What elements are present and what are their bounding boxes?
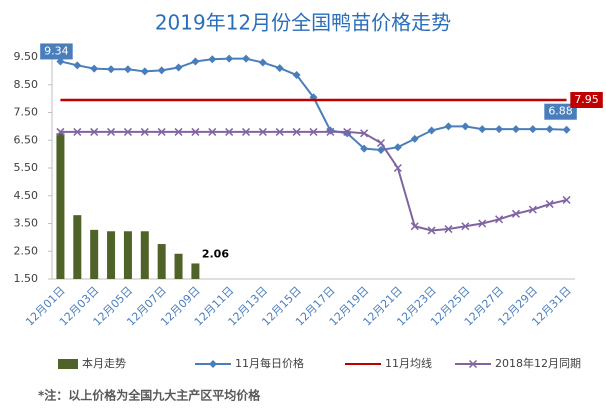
marker bbox=[478, 219, 487, 228]
bar bbox=[90, 229, 99, 279]
legend-label: 本月走势 bbox=[82, 356, 126, 370]
marker bbox=[545, 200, 554, 209]
marker bbox=[241, 127, 251, 136]
marker bbox=[528, 125, 537, 134]
legend-swatch bbox=[58, 359, 78, 369]
marker bbox=[444, 225, 453, 234]
y-tick-label: 8.50 bbox=[14, 78, 39, 91]
marker bbox=[275, 64, 284, 73]
marker bbox=[326, 126, 335, 135]
marker bbox=[225, 127, 234, 136]
marker bbox=[208, 127, 217, 136]
marker bbox=[90, 64, 99, 73]
line bbox=[60, 130, 567, 232]
marker bbox=[292, 127, 301, 136]
marker bbox=[410, 134, 419, 143]
y-tick-label: 3.50 bbox=[14, 217, 39, 230]
marker bbox=[191, 127, 200, 136]
marker bbox=[73, 61, 82, 70]
marker bbox=[360, 129, 369, 138]
marker bbox=[562, 195, 571, 204]
marker bbox=[410, 222, 419, 231]
marker bbox=[478, 125, 487, 134]
data-label-box bbox=[544, 103, 577, 120]
marker bbox=[309, 127, 318, 136]
marker bbox=[258, 58, 267, 67]
marker bbox=[107, 65, 116, 74]
y-tick-label: 4.50 bbox=[14, 189, 39, 202]
data-label: 6.88 bbox=[548, 105, 573, 118]
marker bbox=[174, 63, 183, 72]
y-tick-label: 2.50 bbox=[14, 244, 39, 257]
marker bbox=[376, 138, 386, 148]
bar bbox=[123, 231, 132, 279]
bar bbox=[191, 263, 200, 279]
bar bbox=[73, 215, 82, 279]
marker bbox=[275, 127, 284, 136]
y-tick-label: 7.50 bbox=[14, 106, 39, 119]
bar bbox=[174, 253, 183, 279]
marker bbox=[562, 125, 571, 134]
line bbox=[60, 57, 567, 151]
data-label: 7.95 bbox=[574, 93, 599, 106]
marker bbox=[360, 144, 369, 153]
bar bbox=[157, 244, 166, 279]
marker bbox=[157, 127, 166, 136]
marker bbox=[427, 126, 436, 135]
marker bbox=[157, 66, 166, 75]
marker bbox=[73, 127, 82, 136]
marker bbox=[495, 125, 504, 134]
marker bbox=[393, 143, 402, 152]
marker bbox=[511, 209, 520, 218]
marker bbox=[123, 65, 132, 74]
y-tick-label: 6.50 bbox=[14, 133, 39, 146]
marker bbox=[545, 125, 554, 134]
data-label: 9.34 bbox=[44, 44, 69, 57]
marker bbox=[427, 226, 436, 235]
bar bbox=[107, 231, 116, 279]
data-label: 2.06 bbox=[202, 247, 229, 260]
marker bbox=[444, 122, 453, 131]
marker bbox=[495, 215, 504, 224]
marker bbox=[123, 127, 132, 136]
legend-marker bbox=[468, 359, 478, 369]
y-tick-label: 5.50 bbox=[14, 161, 39, 174]
marker bbox=[393, 163, 402, 173]
marker bbox=[191, 57, 200, 66]
legend-label: 11月均线 bbox=[385, 356, 432, 370]
data-label-box bbox=[40, 43, 73, 60]
marker bbox=[56, 127, 65, 136]
marker bbox=[140, 67, 149, 76]
bar bbox=[56, 133, 65, 279]
legend-label: 2018年12月同期 bbox=[495, 356, 581, 370]
marker bbox=[174, 127, 183, 136]
y-tick-label: 9.50 bbox=[14, 50, 39, 63]
marker bbox=[376, 145, 385, 154]
marker bbox=[90, 127, 99, 136]
footnote: *注：以上价格为全国九大主产区平均价格 bbox=[38, 388, 261, 403]
marker bbox=[461, 222, 470, 231]
marker bbox=[140, 127, 149, 136]
legend-label: 11月每日价格 bbox=[235, 356, 304, 370]
marker bbox=[511, 125, 520, 134]
marker bbox=[326, 127, 335, 136]
marker bbox=[343, 127, 352, 136]
bar bbox=[140, 231, 149, 279]
chart-title: 2019年12月份全国鸭苗价格走势 bbox=[155, 11, 451, 35]
marker bbox=[461, 122, 470, 131]
marker bbox=[258, 127, 267, 136]
marker bbox=[242, 54, 251, 63]
marker bbox=[107, 127, 116, 136]
marker bbox=[225, 54, 234, 63]
marker bbox=[528, 205, 537, 214]
marker bbox=[208, 55, 217, 64]
y-tick-label: 1.50 bbox=[14, 272, 39, 285]
data-label-box bbox=[570, 92, 603, 109]
legend-marker bbox=[209, 360, 217, 368]
marker bbox=[292, 71, 301, 80]
